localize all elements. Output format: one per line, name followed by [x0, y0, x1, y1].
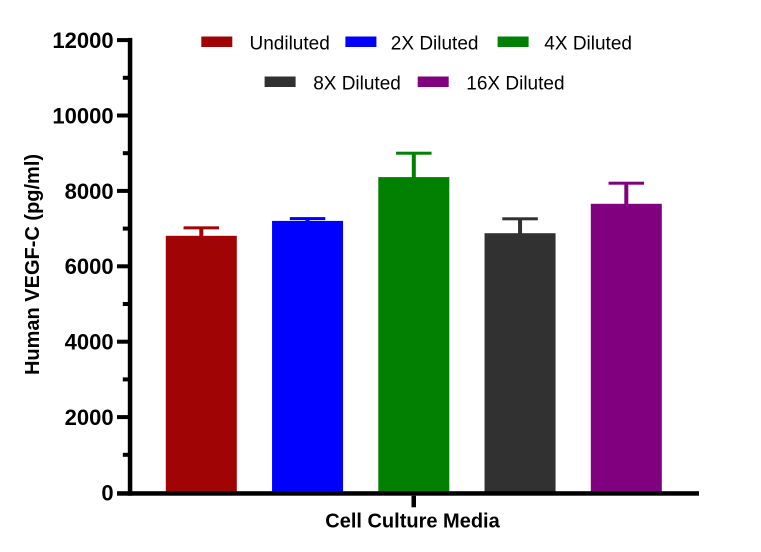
svg-text:2X Diluted: 2X Diluted [391, 33, 479, 54]
svg-text:8X Diluted: 8X Diluted [313, 73, 401, 94]
svg-text:12000: 12000 [52, 28, 113, 53]
svg-text:Cell Culture Media: Cell Culture Media [325, 511, 500, 533]
svg-text:16X Diluted: 16X Diluted [466, 73, 564, 94]
svg-text:Human VEGF-C (pg/ml): Human VEGF-C (pg/ml) [22, 154, 44, 375]
svg-text:4000: 4000 [65, 330, 114, 355]
svg-text:8000: 8000 [65, 179, 114, 204]
svg-text:2000: 2000 [65, 405, 114, 430]
svg-text:0: 0 [101, 480, 113, 505]
svg-text:Undiluted: Undiluted [250, 33, 330, 54]
svg-text:4X Diluted: 4X Diluted [544, 33, 632, 54]
svg-text:10000: 10000 [52, 103, 113, 128]
svg-text:6000: 6000 [65, 254, 114, 279]
